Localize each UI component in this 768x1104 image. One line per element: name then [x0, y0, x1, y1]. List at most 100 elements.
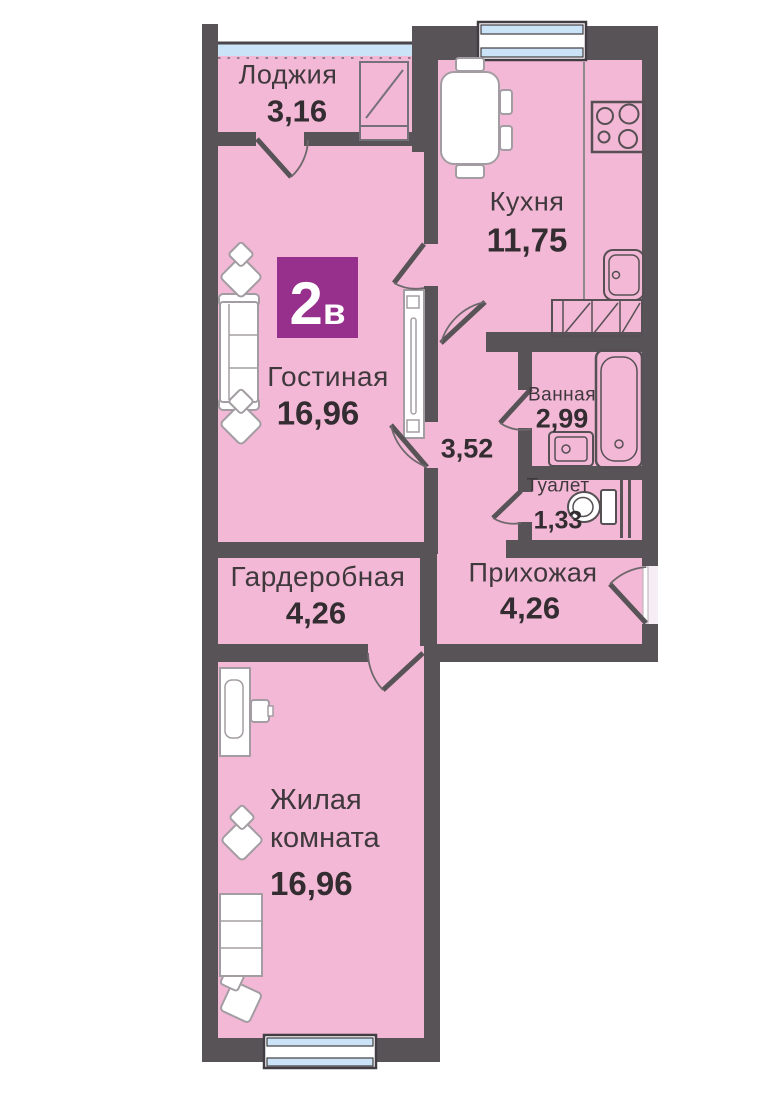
label-kitchen-name: Кухня: [489, 186, 565, 217]
window-glass: [480, 24, 584, 35]
armchair-seat: [221, 819, 263, 861]
label-bathroom-area: 2,99: [535, 403, 589, 434]
kitchen-sink-drain: [611, 270, 621, 280]
unit-badge-number: 2: [289, 270, 323, 337]
stove-burner: [597, 130, 611, 144]
bathroom-sink-drain: [561, 444, 571, 454]
label-toilet-area: 1,33: [533, 506, 583, 535]
bathtub: [594, 348, 644, 470]
toilet-bowl-inner: [572, 496, 594, 518]
label-bedroom-area: 16,96: [270, 865, 353, 903]
tv-unit-speaker: [406, 419, 420, 433]
armchair-back: [229, 804, 255, 830]
bathtub-rim: [594, 348, 644, 470]
entrance-door-leaf: [608, 582, 648, 625]
lounge-chair-base: [359, 125, 409, 141]
door-arcs: [290, 139, 647, 691]
bedroom-door-leaf: [381, 651, 425, 692]
tv-screen: [410, 317, 417, 415]
window-glass: [266, 1057, 374, 1067]
label-wardrobe-area: 4,26: [285, 595, 347, 631]
toilet-door-leaf: [491, 489, 523, 520]
wall-bath-bottom: [518, 466, 642, 480]
wardrobe-cabinet-body: [219, 893, 263, 977]
counter-cabinets: [551, 299, 643, 337]
wall-toilet-bottom: [506, 540, 642, 558]
label-hallway-area: 4,26: [499, 590, 561, 626]
stove-burner: [618, 129, 638, 149]
desk-chair-back: [267, 705, 274, 717]
wall-loggia-kitchen: [412, 26, 438, 152]
unit-badge-letter: в: [322, 291, 346, 332]
stove: [590, 100, 646, 154]
label-hallway-name: Прихожая: [468, 557, 598, 588]
wardrobe-cabinet: [219, 893, 263, 977]
label-bedroom-block: Жилая комната 16,96: [270, 782, 430, 903]
bathroom-sink-outer: [548, 431, 594, 467]
bedroom-window: [262, 1033, 378, 1070]
cabinet-diagonal: [593, 302, 619, 334]
armchair-back: [228, 241, 254, 267]
tv-unit-speaker: [406, 295, 420, 309]
wall-toilet-left-top: [518, 478, 532, 492]
desk-chair: [250, 699, 274, 723]
label-living-name: Гостиная: [267, 361, 389, 392]
stove-burner: [596, 107, 614, 125]
corridor-door-leaf: [389, 423, 429, 469]
entrance-door-panel: [642, 566, 649, 624]
cabinet-diagonal: [564, 302, 591, 334]
wall-living-bottom: [218, 542, 424, 558]
bathroom-door-arc: [499, 422, 532, 431]
toilet: [567, 489, 617, 525]
label-living-area: 16,96: [276, 394, 360, 432]
doors: [255, 137, 648, 692]
label-kitchen-area: 11,75: [486, 221, 568, 259]
wall-loggia-bottom-left: [218, 132, 256, 146]
toilet-door-arc: [492, 517, 522, 525]
toilet-tank: [600, 489, 617, 525]
cabinet-diagonal: [621, 302, 641, 334]
wall-bath-left-top: [518, 350, 532, 390]
dining-chair: [455, 57, 485, 72]
vent-duct-line: [620, 474, 623, 538]
living-door-leaf: [392, 242, 426, 285]
loggia-door-leaf: [255, 137, 293, 179]
corridor-door-arc: [390, 424, 428, 468]
wall-bedroom-right: [424, 646, 440, 1062]
armchair: [220, 388, 262, 445]
bathtub-drain: [614, 439, 624, 449]
bathroom-door-leaf: [498, 387, 533, 425]
kitchen-sink-inner: [608, 254, 640, 296]
label-wardrobe-name: Гардеробная: [230, 561, 406, 592]
armchair-seat: [220, 981, 262, 1023]
label-toilet-name: Туалет: [526, 475, 590, 497]
armchair-seat: [220, 403, 262, 445]
dining-table: [440, 71, 500, 165]
vent-duct: [620, 474, 631, 538]
desk: [219, 667, 251, 757]
label-corridor-area: 3,52: [440, 433, 494, 464]
desk-chair-seat: [250, 699, 270, 723]
armchair-seat: [220, 256, 262, 298]
wall-outer-right-upper: [642, 26, 658, 566]
dining-chair: [455, 164, 485, 179]
window-glass: [480, 47, 584, 58]
tv-unit: [403, 289, 425, 439]
stove-burner: [618, 103, 640, 125]
desk-monitor: [224, 679, 244, 739]
counter-cabinets-box: [551, 299, 643, 337]
living-door-arc: [393, 282, 425, 290]
label-bathroom-name: Ванная: [527, 384, 597, 406]
entrance-door-arc: [609, 566, 647, 585]
wall-wardrobe-bottom: [218, 644, 368, 662]
dining-chair: [499, 125, 513, 151]
wall-partition-lower: [424, 468, 438, 554]
label-bedroom-name: Жилая комната: [270, 784, 380, 854]
bathroom-sink: [548, 431, 594, 467]
fixtures: [548, 62, 646, 538]
wall-partition-mid: [424, 286, 438, 422]
kitchen-door-leaf: [439, 300, 487, 345]
glazing-glass: [218, 44, 412, 56]
bedroom-door-arc: [367, 652, 384, 691]
